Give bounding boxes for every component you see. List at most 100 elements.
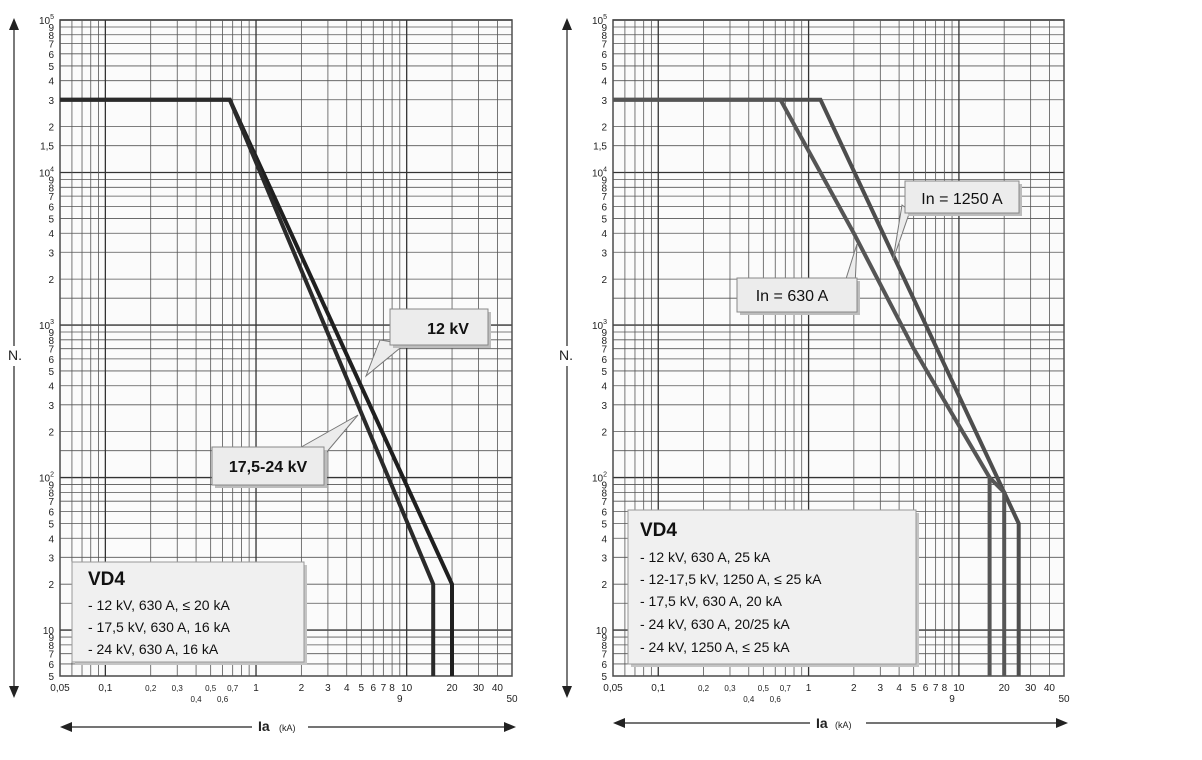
y-tick-label: 104 — [39, 167, 54, 180]
x-tick-label: 0,3 — [724, 684, 736, 693]
x-tick-label: 8 — [942, 683, 948, 694]
x-tick-label: 0,4 — [743, 695, 755, 704]
x-tick-label: 0,3 — [172, 684, 184, 693]
x-tick-label: 0,2 — [698, 684, 710, 693]
x-tick-label: 2 — [851, 683, 857, 694]
callout-box — [904, 180, 1020, 214]
y-tick-label: 5 — [601, 519, 607, 530]
y-tick-label: 1,5 — [593, 142, 607, 153]
x-tick-label: 0,4 — [191, 695, 203, 704]
series — [613, 97, 1021, 676]
y-tick-label: 3 — [48, 553, 54, 564]
annotation-label: 17,5-24 kV — [229, 459, 308, 476]
x-tick-label: 2 — [299, 683, 305, 694]
y-tick-label: 4 — [601, 229, 607, 240]
y-tick-label: 6 — [48, 355, 54, 366]
x-tick-label: 0,1 — [651, 683, 665, 694]
y-tick-label: 2 — [601, 123, 607, 134]
x-tick-label: 0,6 — [217, 695, 229, 704]
x-tick-label: 0,7 — [227, 684, 239, 693]
x-tick-label: 50 — [1058, 694, 1070, 705]
y-tick-label: 5 — [601, 672, 607, 683]
series-line-2 — [613, 97, 992, 676]
legend-entry: - 12 kV, 630 A, ≤ 20 kA — [88, 597, 230, 613]
y-tick-label: 2 — [48, 123, 54, 134]
y-axis-title-bg — [5, 346, 27, 366]
y-axis-title: N. — [559, 347, 573, 363]
legend-entry: - 24 kV, 1250 A, ≤ 25 kA — [640, 639, 790, 655]
legend-box — [71, 561, 305, 663]
x-tick-label: 4 — [896, 683, 902, 694]
callout-box — [211, 446, 325, 486]
y-tick-label: 103 — [592, 319, 607, 332]
y-tick-label: 2 — [48, 580, 54, 591]
y-tick-label: 4 — [48, 77, 54, 88]
annotation-label: In = 630 A — [756, 288, 829, 305]
y-tick-label: 9 — [48, 481, 54, 492]
chart-panel-1: 105987654321,510498765432103987654321029… — [5, 14, 518, 735]
y-tick-label: 8 — [601, 183, 607, 194]
y-tick-label: 6 — [48, 507, 54, 518]
legend: VD4 - 12 kV, 630 A, 25 kA - 12-17,5 kV, 12… — [627, 509, 919, 667]
x-axis-arrowhead-left — [613, 718, 625, 728]
y-tick-label: 10 — [596, 626, 608, 637]
y-tick-labels: 105987654321,510498765432103987654321029… — [592, 14, 607, 683]
x-axis-title: Ia — [258, 718, 270, 734]
x-tick-label: 30 — [1025, 683, 1037, 694]
x-tick-label: 7 — [933, 683, 939, 694]
y-tick-label: 6 — [601, 660, 607, 671]
y-tick-label: 7 — [601, 40, 607, 51]
y-axis-arrowhead-top — [562, 18, 572, 30]
x-tick-label: 0,1 — [98, 683, 112, 694]
y-tick-label: 6 — [48, 660, 54, 671]
y-tick-label: 103 — [39, 319, 54, 332]
y-tick-label: 4 — [48, 382, 54, 393]
x-tick-label: 20 — [999, 683, 1011, 694]
legend-box — [627, 509, 917, 665]
y-tick-label: 9 — [48, 328, 54, 339]
y-tick-label: 2 — [601, 428, 607, 439]
y-tick-label: 5 — [48, 672, 54, 683]
y-tick-label: 5 — [48, 367, 54, 378]
x-tick-label: 20 — [446, 683, 458, 694]
legend-entry: - 17,5 kV, 630 A, 16 kA — [88, 619, 231, 635]
x-axis-unit: (kA) — [835, 720, 852, 730]
x-axis-title-bg — [252, 717, 308, 735]
y-tick-label: 4 — [601, 534, 607, 545]
y-tick-label: 2 — [601, 580, 607, 591]
x-tick-label: 40 — [492, 683, 504, 694]
y-tick-label: 8 — [48, 641, 54, 652]
y-tick-label: 7 — [48, 345, 54, 356]
y-tick-label: 9 — [48, 23, 54, 34]
y-tick-label: 8 — [601, 336, 607, 347]
y-tick-label: 6 — [601, 202, 607, 213]
x-tick-label: 10 — [953, 683, 965, 694]
y-tick-label: 9 — [48, 176, 54, 187]
x-tick-label: 40 — [1044, 683, 1056, 694]
x-tick-label: 4 — [344, 683, 350, 694]
y-tick-label: 4 — [601, 77, 607, 88]
legend-entry: - 17,5 kV, 630 A, 20 kA — [640, 593, 783, 609]
y-tick-label: 102 — [39, 472, 54, 485]
y-tick-label: 5 — [601, 62, 607, 73]
x-tick-label: 6 — [370, 683, 376, 694]
x-tick-label: 0,5 — [758, 684, 770, 693]
y-tick-label: 8 — [601, 641, 607, 652]
annotation-label: 12 kV — [427, 321, 469, 338]
y-tick-label: 7 — [48, 192, 54, 203]
legend-entry: - 24 kV, 630 A, 20/25 kA — [640, 616, 790, 632]
legend-title: VD4 — [88, 569, 125, 590]
y-tick-label: 105 — [592, 14, 607, 27]
x-tick-label: 50 — [506, 694, 518, 705]
y-axis-title: N. — [8, 347, 22, 363]
y-tick-label: 5 — [601, 214, 607, 225]
y-tick-label: 8 — [48, 31, 54, 42]
y-tick-label: 7 — [48, 40, 54, 51]
x-tick-label: 7 — [381, 683, 387, 694]
x-axis-arrowhead-right — [1056, 718, 1068, 728]
y-tick-label: 7 — [601, 497, 607, 508]
y-tick-label: 3 — [48, 96, 54, 107]
